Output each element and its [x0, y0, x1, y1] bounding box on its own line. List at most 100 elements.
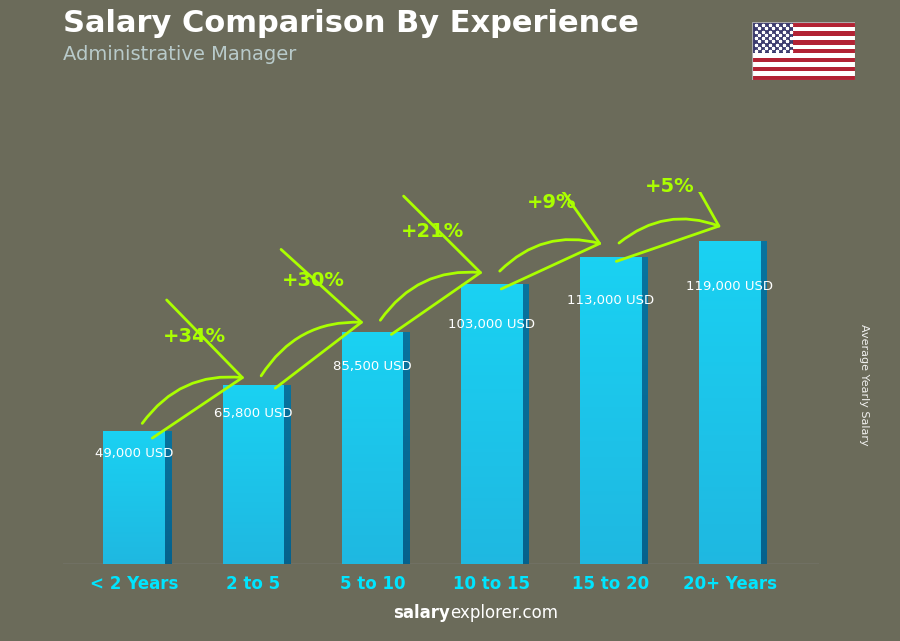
- Bar: [284, 475, 291, 477]
- Bar: [523, 515, 528, 519]
- Bar: [698, 492, 760, 495]
- Bar: [403, 486, 410, 488]
- Bar: [642, 369, 648, 372]
- Bar: [166, 511, 172, 513]
- Bar: [642, 472, 648, 476]
- Bar: [580, 433, 642, 437]
- Bar: [166, 561, 172, 562]
- Bar: [523, 519, 528, 522]
- Bar: [461, 368, 523, 372]
- Bar: [284, 497, 291, 499]
- Bar: [752, 53, 855, 58]
- Bar: [222, 555, 284, 558]
- Bar: [580, 460, 642, 464]
- Bar: [342, 346, 403, 349]
- Bar: [642, 468, 648, 472]
- Bar: [461, 337, 523, 340]
- Bar: [752, 58, 855, 62]
- Bar: [222, 542, 284, 544]
- Bar: [461, 298, 523, 302]
- Bar: [166, 488, 172, 489]
- Bar: [166, 444, 172, 446]
- Bar: [642, 349, 648, 353]
- Bar: [760, 399, 767, 403]
- Bar: [166, 526, 172, 528]
- Bar: [403, 454, 410, 456]
- Bar: [698, 528, 760, 532]
- Bar: [342, 448, 403, 451]
- Bar: [403, 431, 410, 433]
- Bar: [284, 408, 291, 410]
- Bar: [760, 253, 767, 257]
- Bar: [523, 413, 528, 417]
- Bar: [166, 435, 172, 436]
- Bar: [580, 257, 642, 261]
- Bar: [580, 388, 642, 392]
- Bar: [403, 413, 410, 416]
- Bar: [222, 490, 284, 492]
- Bar: [461, 466, 523, 470]
- Bar: [752, 40, 855, 45]
- Bar: [580, 545, 642, 549]
- Bar: [698, 245, 760, 249]
- Bar: [104, 496, 166, 497]
- Bar: [104, 534, 166, 536]
- Bar: [580, 560, 642, 564]
- Bar: [461, 305, 523, 309]
- Bar: [642, 545, 648, 549]
- Bar: [760, 289, 767, 294]
- Bar: [284, 517, 291, 519]
- Bar: [580, 553, 642, 556]
- Bar: [403, 520, 410, 524]
- Bar: [642, 353, 648, 357]
- Bar: [698, 285, 760, 289]
- Bar: [698, 329, 760, 334]
- Bar: [642, 388, 648, 392]
- Bar: [760, 382, 767, 387]
- Bar: [760, 301, 767, 306]
- Bar: [166, 504, 172, 506]
- Bar: [760, 548, 767, 552]
- Bar: [580, 269, 642, 272]
- Bar: [698, 358, 760, 362]
- Bar: [698, 443, 760, 447]
- Bar: [523, 305, 528, 309]
- Bar: [342, 497, 403, 500]
- Bar: [760, 479, 767, 483]
- Bar: [166, 474, 172, 476]
- Bar: [523, 284, 528, 288]
- Bar: [284, 462, 291, 463]
- Bar: [284, 533, 291, 535]
- Bar: [166, 528, 172, 529]
- Text: +5%: +5%: [645, 176, 695, 196]
- Bar: [166, 458, 172, 459]
- Bar: [104, 486, 166, 488]
- Bar: [642, 503, 648, 506]
- Bar: [760, 528, 767, 532]
- Bar: [342, 555, 403, 558]
- Bar: [403, 338, 410, 340]
- Bar: [461, 550, 523, 554]
- Bar: [222, 430, 284, 432]
- Bar: [403, 509, 410, 512]
- Bar: [222, 457, 284, 459]
- Bar: [403, 395, 410, 399]
- Bar: [698, 370, 760, 374]
- Bar: [523, 459, 528, 463]
- Bar: [523, 512, 528, 515]
- Bar: [642, 376, 648, 380]
- Bar: [342, 529, 403, 532]
- Bar: [166, 503, 172, 504]
- Bar: [523, 375, 528, 379]
- Bar: [461, 428, 523, 431]
- Bar: [222, 432, 284, 435]
- Bar: [523, 540, 528, 543]
- Bar: [760, 455, 767, 459]
- Bar: [342, 462, 403, 465]
- Bar: [222, 441, 284, 444]
- Bar: [760, 257, 767, 261]
- Bar: [523, 337, 528, 340]
- Bar: [222, 504, 284, 506]
- Bar: [284, 481, 291, 484]
- Bar: [104, 454, 166, 456]
